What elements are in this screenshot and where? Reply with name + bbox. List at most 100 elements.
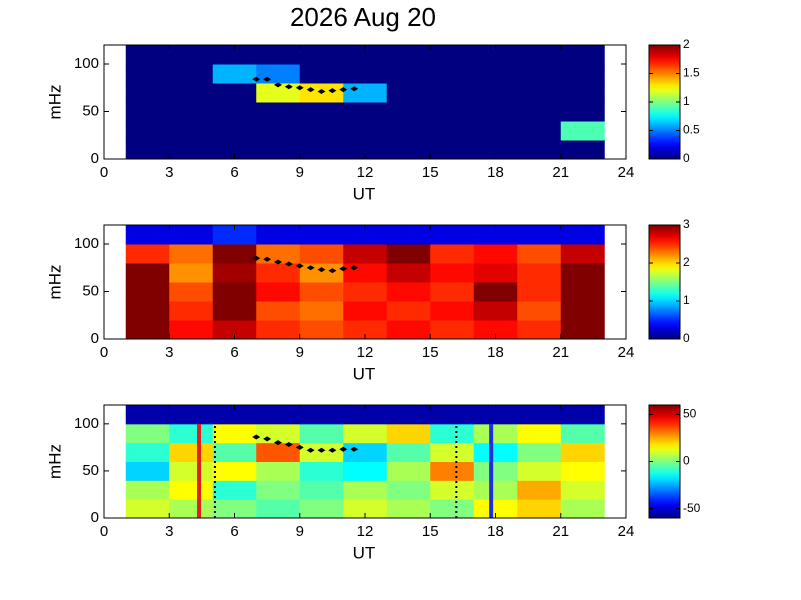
heat-cell — [212, 461, 257, 481]
track-point — [306, 447, 315, 453]
heat-cell — [212, 480, 257, 500]
heat-cell — [386, 480, 431, 500]
heat-cell — [343, 225, 388, 245]
heat-cell — [386, 102, 431, 122]
heat-cell — [299, 282, 344, 302]
heat-cell — [256, 405, 301, 425]
heat-cell — [386, 461, 431, 481]
heat-cell — [560, 140, 605, 160]
track-point — [252, 255, 261, 261]
heat-cell — [343, 301, 388, 321]
heat-cell — [473, 263, 518, 283]
heat-cell — [256, 64, 301, 84]
heat-cell — [343, 405, 388, 425]
heat-cell — [299, 461, 344, 481]
heat-cell — [343, 102, 388, 122]
heat-cell — [256, 45, 301, 65]
heat-cell — [560, 64, 605, 84]
colorbar — [648, 44, 681, 160]
heat-cell — [343, 499, 388, 519]
x-tick-label: 6 — [230, 523, 238, 540]
colorbar-label: 1 — [683, 293, 690, 307]
heat-cell — [299, 45, 344, 65]
heat-cell — [343, 45, 388, 65]
heat-cell — [473, 83, 518, 103]
heat-cell — [169, 225, 214, 245]
track-point — [295, 85, 304, 91]
heat-cell — [473, 45, 518, 65]
heat-cell — [430, 480, 475, 500]
heat-cell — [517, 461, 562, 481]
y-tick-label: 0 — [91, 330, 99, 347]
track-point — [339, 446, 348, 452]
x-axis-label: UT — [353, 364, 376, 383]
track-point — [263, 436, 272, 442]
heat-cell — [212, 140, 257, 160]
y-axis-label: mHz — [45, 85, 64, 120]
heat-cell — [386, 263, 431, 283]
x-tick-label: 3 — [165, 164, 173, 181]
x-tick-label: 15 — [422, 523, 439, 540]
heat-cell — [343, 320, 388, 340]
heat-cell — [169, 244, 214, 264]
colorbar-label: 0.5 — [683, 123, 700, 137]
heat-cell — [256, 225, 301, 245]
x-tick-label: 3 — [165, 344, 173, 361]
heat-cell — [473, 301, 518, 321]
heat-cell — [256, 480, 301, 500]
heat-cell — [473, 405, 518, 425]
track-point — [328, 447, 337, 453]
heat-cell — [517, 64, 562, 84]
heat-cell — [125, 244, 170, 264]
x-tick-label: 9 — [296, 344, 304, 361]
heat-cell — [560, 102, 605, 122]
heat-cell — [430, 45, 475, 65]
heat-cell — [560, 499, 605, 519]
heat-cell — [517, 282, 562, 302]
heat-cell — [386, 423, 431, 444]
heat-cell — [343, 64, 388, 84]
y-tick-label: 50 — [82, 102, 99, 119]
y-tick-label: 50 — [82, 462, 99, 479]
heat-cell — [169, 64, 214, 84]
heat-cell — [299, 301, 344, 321]
heat-cell — [299, 499, 344, 519]
heat-cell — [256, 282, 301, 302]
heat-cell — [386, 64, 431, 84]
heat-cell — [256, 140, 301, 160]
heat-cell — [212, 442, 257, 462]
track-point — [284, 84, 293, 90]
colorbar-label: 1.5 — [683, 66, 700, 80]
heat-cell — [430, 423, 475, 444]
heat-cell — [386, 405, 431, 425]
heat-cell — [125, 225, 170, 245]
heat-cell — [169, 405, 214, 425]
heat-cell — [560, 461, 605, 481]
heat-cell — [256, 301, 301, 321]
heat-cell — [169, 45, 214, 65]
track-point — [263, 256, 272, 262]
heat-cell — [125, 405, 170, 425]
heat-cell — [212, 499, 257, 519]
y-tick-label: 0 — [91, 509, 99, 526]
colorbar-label: 0 — [683, 331, 690, 345]
heat-cell — [386, 320, 431, 340]
heat-cell — [517, 244, 562, 264]
heat-cell — [430, 320, 475, 340]
heat-cell — [386, 442, 431, 462]
heat-cell — [299, 263, 344, 283]
heat-cell — [169, 461, 214, 481]
heat-cell — [430, 442, 475, 462]
heat-cell — [125, 442, 170, 462]
heat-cell — [169, 480, 214, 500]
heat-cell — [343, 423, 388, 444]
heat-cell — [517, 45, 562, 65]
heat-cell — [386, 225, 431, 245]
heat-cell — [256, 320, 301, 340]
heat-cell — [517, 423, 562, 444]
heat-cell — [343, 140, 388, 160]
heat-cell — [125, 121, 170, 141]
track-point — [284, 261, 293, 267]
x-tick-label: 12 — [357, 344, 374, 361]
heat-cell — [473, 423, 518, 444]
